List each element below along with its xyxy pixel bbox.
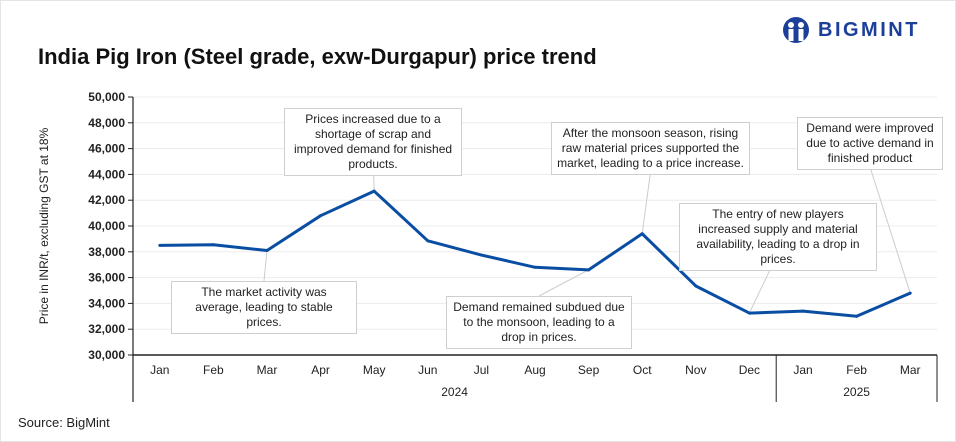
x-tick-label: Mar <box>257 363 278 377</box>
data-point <box>908 291 912 295</box>
y-tick-label: 42,000 <box>88 193 125 207</box>
annotation-callout: The market activity was average, leading… <box>171 281 357 334</box>
y-tick-label: 36,000 <box>88 271 125 285</box>
x-tick-label: Aug <box>524 363 545 377</box>
data-point <box>158 243 162 247</box>
year-label: 2025 <box>843 385 870 399</box>
x-tick-label: Sep <box>578 363 600 377</box>
x-tick-label: Jul <box>474 363 489 377</box>
logo-text: BIGMINT <box>818 18 920 41</box>
y-tick-label: 46,000 <box>88 142 125 156</box>
data-point <box>747 311 751 315</box>
y-axis-title: Price in INR/t, excluding GST at 18% <box>37 127 51 324</box>
source-note: Source: BigMint <box>18 415 110 430</box>
data-point <box>533 265 537 269</box>
year-label: 2024 <box>441 385 468 399</box>
x-tick-label: Feb <box>846 363 867 377</box>
annotation-leader-line <box>641 171 651 234</box>
data-point <box>479 253 483 257</box>
data-point <box>211 243 215 247</box>
annotation-callout: Demand were improved due to active deman… <box>797 117 943 170</box>
y-tick-label: 32,000 <box>88 322 125 336</box>
x-tick-label: Feb <box>203 363 224 377</box>
y-tick-label: 50,000 <box>88 90 125 104</box>
data-point <box>372 189 376 193</box>
y-tick-label: 30,000 <box>88 348 125 362</box>
data-point <box>801 309 805 313</box>
data-point <box>426 239 430 243</box>
annotation-leader-line <box>263 250 268 282</box>
x-tick-label: Jun <box>418 363 437 377</box>
annotation-callout: The entry of new players increased suppl… <box>679 203 877 271</box>
data-point <box>694 284 698 288</box>
x-tick-label: Jan <box>793 363 812 377</box>
y-tick-label: 40,000 <box>88 219 125 233</box>
annotation-callout: After the monsoon season, rising raw mat… <box>551 122 750 175</box>
x-tick-label: Nov <box>685 363 706 377</box>
x-tick-label: Jan <box>150 363 169 377</box>
bigmint-logo: BIGMINT <box>782 16 920 44</box>
x-tick-label: Oct <box>633 363 652 377</box>
y-tick-label: 34,000 <box>88 296 125 310</box>
data-point <box>319 214 323 218</box>
x-tick-label: May <box>363 363 386 377</box>
bigmint-logo-icon <box>783 17 809 43</box>
y-tick-label: 38,000 <box>88 245 125 259</box>
x-tick-label: Mar <box>900 363 921 377</box>
x-tick-label: Apr <box>311 363 330 377</box>
data-point <box>640 232 644 236</box>
annotation-leader-line <box>869 166 911 294</box>
x-tick-label: Dec <box>739 363 760 377</box>
annotation-callout: Prices increased due to a shortage of sc… <box>284 108 462 176</box>
y-tick-label: 44,000 <box>88 167 125 181</box>
annotation-leader-line <box>538 269 589 297</box>
data-point <box>855 314 859 318</box>
data-point <box>265 249 269 253</box>
annotation-callout: Demand remained subdued due to the monso… <box>446 296 632 349</box>
chart-title: India Pig Iron (Steel grade, exw-Durgapu… <box>38 44 597 69</box>
data-point <box>587 268 591 272</box>
y-tick-label: 48,000 <box>88 116 125 130</box>
